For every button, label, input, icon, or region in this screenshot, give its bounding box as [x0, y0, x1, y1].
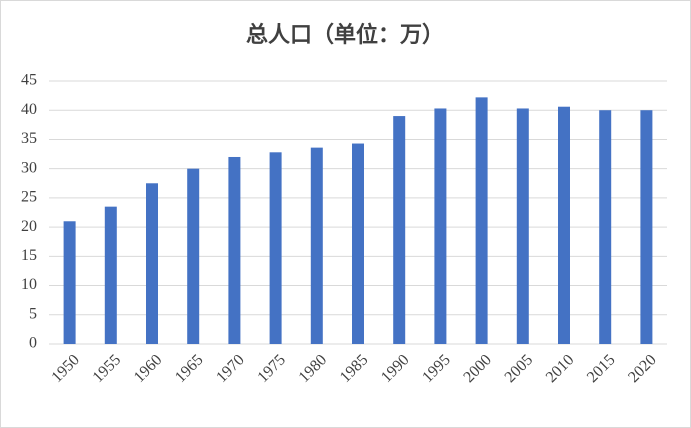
- bar: [146, 183, 158, 344]
- y-tick-label: 0: [29, 335, 37, 352]
- y-tick-label: 40: [21, 101, 37, 118]
- bar: [516, 108, 529, 344]
- chart-title: 总人口（单位：万）: [246, 22, 444, 48]
- y-tick-label: 25: [21, 189, 37, 206]
- bar: [63, 221, 76, 344]
- bar: [558, 106, 570, 345]
- bar: [434, 108, 447, 344]
- y-tick-label: 15: [21, 247, 37, 264]
- bar: [352, 143, 364, 344]
- y-tick-label: 5: [29, 305, 37, 322]
- bar: [187, 168, 200, 344]
- y-tick-label: 45: [21, 72, 37, 89]
- bar: [269, 152, 282, 344]
- bar: [475, 97, 488, 344]
- bar: [310, 147, 323, 344]
- y-tick-label: 30: [21, 159, 37, 176]
- bar: [393, 116, 406, 344]
- bar: [228, 156, 241, 344]
- bar: [640, 110, 653, 344]
- y-tick-label: 20: [21, 218, 37, 235]
- bar: [104, 206, 117, 344]
- bar: [599, 110, 612, 344]
- y-tick-label: 35: [21, 130, 37, 147]
- y-tick-label: 10: [21, 276, 37, 293]
